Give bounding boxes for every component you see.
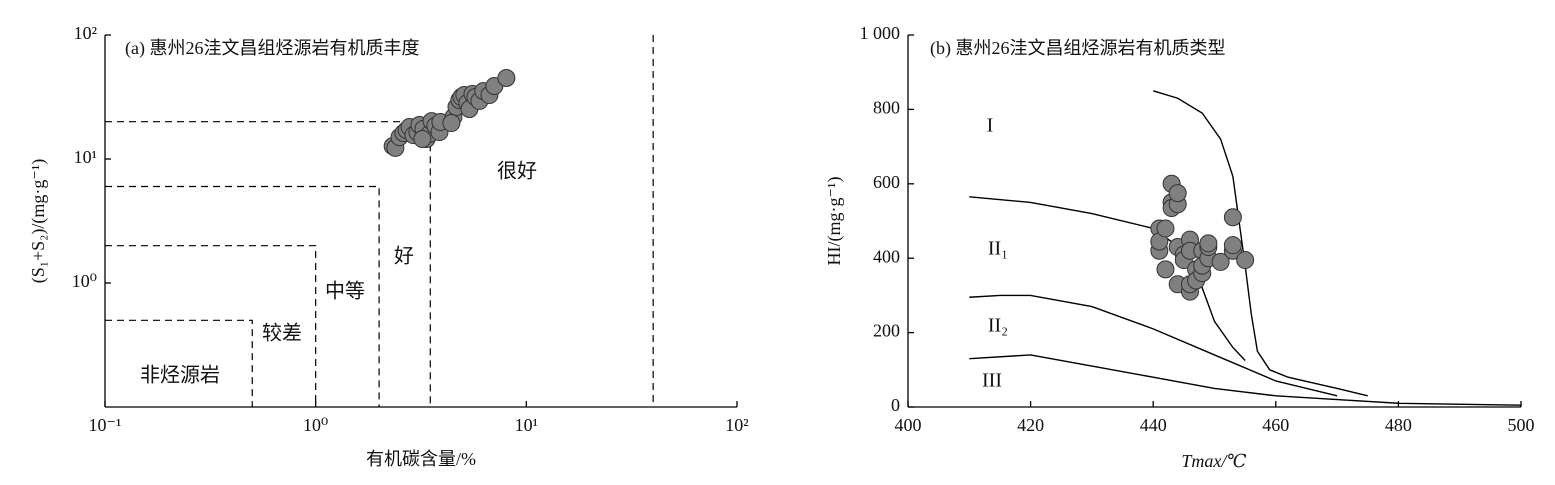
x-tick-label: 10⁻¹ xyxy=(89,415,122,435)
data-point xyxy=(1168,184,1187,203)
data-point xyxy=(1156,260,1175,279)
y-axis-label: HI/(mg·g⁻¹) xyxy=(824,177,845,266)
data-point xyxy=(1223,208,1242,227)
y-tick-label: 0 xyxy=(891,395,900,415)
data-point xyxy=(497,69,516,88)
x-axis-label: 有机碳含量/% xyxy=(366,449,476,469)
data-point xyxy=(442,114,461,133)
y-tick-label: 10⁰ xyxy=(72,271,97,291)
y-tick-label: 200 xyxy=(873,321,900,341)
data-point xyxy=(1156,219,1175,238)
data-point xyxy=(1199,234,1218,253)
data-point xyxy=(1223,236,1242,255)
x-tick-label: 460 xyxy=(1262,415,1289,435)
data-point xyxy=(413,129,432,148)
x-tick-label: 10¹ xyxy=(515,415,538,435)
annotation: 中等 xyxy=(325,280,365,303)
x-tick-label: 10² xyxy=(725,415,748,435)
y-tick-label: 10² xyxy=(74,23,97,43)
y-tick-label: 1 000 xyxy=(860,23,901,43)
y-tick-label: 800 xyxy=(873,98,900,118)
annotation: II₂ xyxy=(988,315,1008,337)
x-tick-label: 420 xyxy=(1017,415,1044,435)
annotation: II₁ xyxy=(988,238,1008,260)
y-tick-label: 10¹ xyxy=(74,147,97,167)
type-curve xyxy=(969,354,1522,406)
boundary-line xyxy=(105,245,317,407)
y-axis-label: (S₁+S₂)/(mg·g⁻¹) xyxy=(28,159,49,284)
data-point xyxy=(1236,251,1255,270)
y-tick-label: 400 xyxy=(873,246,900,266)
x-tick-label: 440 xyxy=(1140,415,1167,435)
boundary-line xyxy=(105,319,253,407)
x-tick-label: 480 xyxy=(1385,415,1412,435)
boundary-line xyxy=(105,185,380,407)
x-axis-label: Tmax/℃ xyxy=(1181,451,1246,471)
annotation: 很好 xyxy=(497,160,537,183)
chart-title: (b) 惠州26洼文昌组烃源岩有机质类型 xyxy=(930,38,1226,59)
x-tick-label: 500 xyxy=(1508,415,1535,435)
annotation: I xyxy=(987,115,994,137)
y-tick-label: 600 xyxy=(873,172,900,192)
x-tick-label: 10⁰ xyxy=(303,415,328,435)
annotation: 好 xyxy=(394,245,414,268)
annotation: III xyxy=(982,370,1002,392)
type-curve xyxy=(969,294,1338,397)
data-point xyxy=(1211,252,1230,271)
x-tick-label: 400 xyxy=(895,415,922,435)
annotation: 非烃源岩 xyxy=(140,364,220,387)
chart-title: (a) 惠州26洼文昌组烃源岩有机质丰度 xyxy=(125,38,419,59)
annotation: 较差 xyxy=(262,322,302,345)
